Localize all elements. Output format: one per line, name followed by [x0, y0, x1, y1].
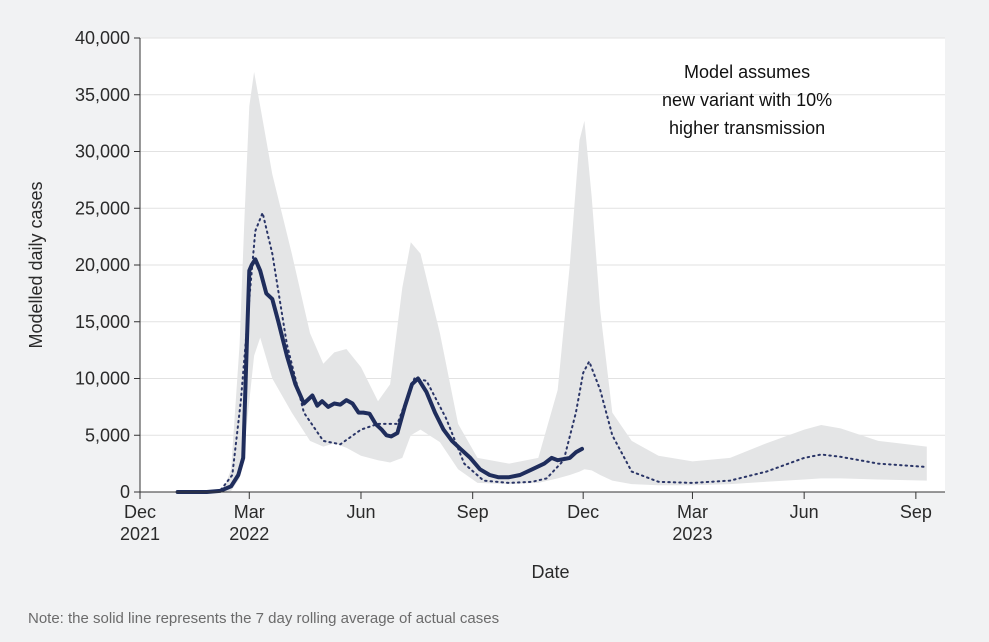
chart: 0 5,000 10,000 15,000 20,000 25,000 30,000 35,0…: [26, 28, 945, 582]
x-tick-label: 2021: [120, 524, 160, 544]
y-tick-label: 20,000: [75, 255, 130, 275]
x-tick-label: Jun: [346, 502, 375, 522]
y-tick-label: 35,000: [75, 85, 130, 105]
y-tick-label: 10,000: [75, 369, 130, 389]
x-tick-label: Sep: [900, 502, 932, 522]
band-layer: [222, 72, 927, 492]
y-tick-label: 30,000: [75, 142, 130, 162]
y-tick-label: 15,000: [75, 312, 130, 332]
actual-cases-line: [175, 257, 584, 494]
x-tick-label: Mar: [677, 502, 708, 522]
x-tick-label: Sep: [457, 502, 489, 522]
x-tick-label: Dec: [124, 502, 156, 522]
y-tick-label: 5,000: [85, 425, 130, 445]
x-axis-title: Date: [531, 562, 569, 582]
annotation-line: higher transmission: [669, 118, 825, 138]
footnote: Note: the solid line represents the 7 da…: [28, 610, 500, 627]
x-tick-label: 2023: [672, 524, 712, 544]
annotation-line: new variant with 10%: [662, 90, 832, 110]
y-tick-label: 0: [120, 482, 130, 502]
line-layer: [175, 211, 928, 494]
projection-line: [176, 211, 928, 493]
y-tick-label: 40,000: [75, 28, 130, 48]
x-tick-label: 2022: [229, 524, 269, 544]
uncertainty-band: [222, 72, 927, 492]
x-tick-label: Jun: [790, 502, 819, 522]
chart-annotation: Model assumes new variant with 10% higher …: [662, 62, 832, 138]
annotation-line: Model assumes: [684, 62, 810, 82]
y-axis-title: Modelled daily cases: [26, 181, 46, 348]
x-tick-label: Dec: [567, 502, 599, 522]
axes: 0 5,000 10,000 15,000 20,000 25,000 30,000 35,0…: [75, 28, 945, 544]
y-tick-label: 25,000: [75, 198, 130, 218]
x-tick-label: Mar: [234, 502, 265, 522]
